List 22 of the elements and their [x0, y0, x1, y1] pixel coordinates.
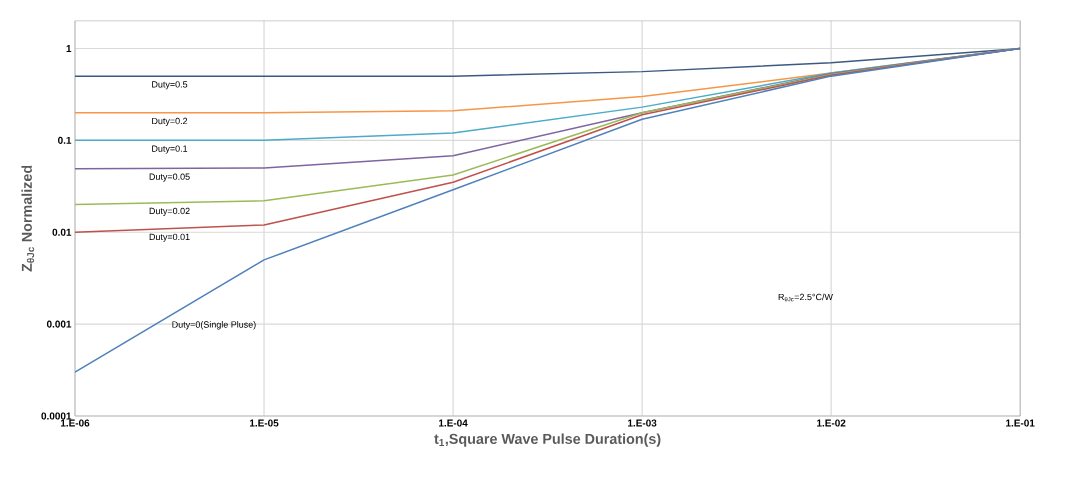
x-axis-title: t$_{1}$,Square Wave Pulse Duration(s): [434, 433, 661, 447]
series-label: Duty=0.01: [149, 233, 190, 242]
series-label: Duty=0(Single Pluse): [172, 321, 256, 330]
x-tick-label: 1.E-01: [1006, 419, 1035, 427]
series-label: Duty=0.5: [152, 81, 188, 90]
x-tick-label: 1.E-04: [439, 419, 468, 427]
y-tick-label: 0.01: [52, 228, 72, 236]
x-tick-label: 1.E-03: [628, 419, 657, 427]
series-label: Duty=0.02: [149, 207, 190, 216]
y-axis-title: Z$_{θJc}$ Normalized: [21, 165, 35, 272]
series-label: Duty=0.05: [149, 173, 190, 182]
y-tick-label: 0.1: [58, 136, 72, 144]
line-series: [75, 47, 1021, 373]
y-tick-label: 1: [66, 45, 72, 52]
y-tick-label: 0.001: [46, 320, 72, 328]
x-tick-label: 1.E-02: [817, 419, 846, 427]
x-tick-label: 1.E-06: [60, 419, 90, 427]
series-label: Duty=0.2: [152, 117, 188, 126]
y-tick-label: 0.0001: [41, 412, 72, 420]
annotation: R$_{θJc}$=2.5°C/W: [778, 293, 833, 302]
x-tick-label: 1.E-05: [249, 419, 279, 427]
series-label: Duty=0.1: [152, 145, 188, 154]
